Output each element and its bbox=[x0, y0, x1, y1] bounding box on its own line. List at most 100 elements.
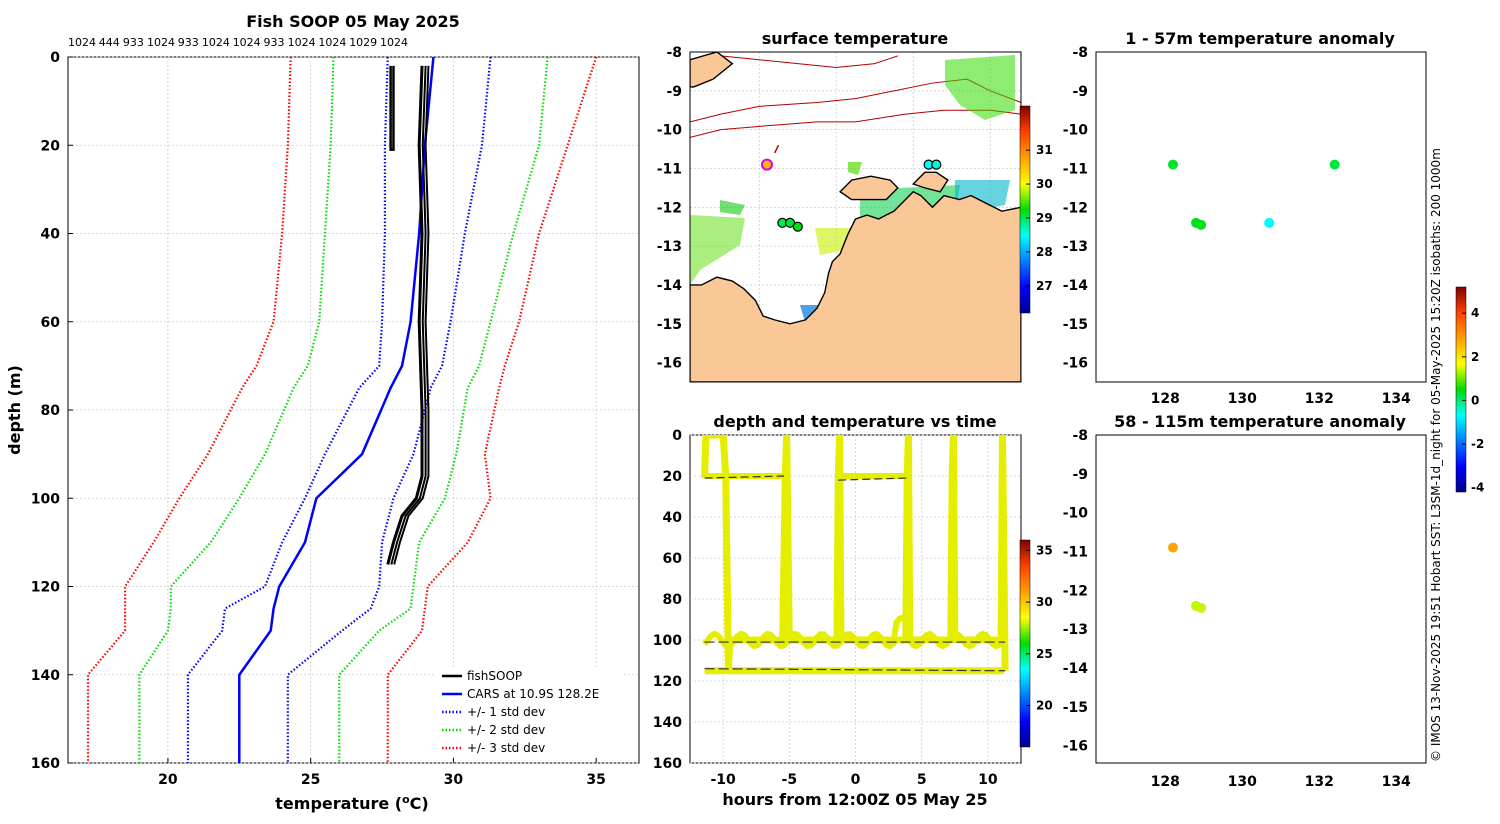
depth-track-band bbox=[702, 614, 1005, 650]
profile-top-labels: 1024 444 933 1024 933 1024 1024 933 1024 1024 1029… bbox=[68, 36, 408, 49]
y-tick-label: 100 bbox=[653, 633, 682, 649]
x-tick-label: -10 bbox=[710, 772, 736, 788]
time-yticks: 0 20 40 60 80 100 120 140 160 bbox=[653, 428, 682, 772]
map-y-tick-label: -12 bbox=[1063, 583, 1088, 599]
y-tick-label: 160 bbox=[653, 756, 682, 772]
colorbar-tick-label: -2 bbox=[1471, 437, 1484, 451]
profile-ylabel: depth (m) bbox=[5, 365, 24, 455]
map-y-tick-label: -11 bbox=[657, 161, 682, 177]
sst-land bbox=[690, 52, 1021, 382]
legend-label: +/- 1 std dev bbox=[467, 705, 545, 719]
map-y-tick-label: -13 bbox=[657, 239, 682, 255]
colorbar-tick-label: 29 bbox=[1036, 211, 1053, 225]
profile-legend: fishSOOP CARS at 10.9S 128.2E +/- 1 std de… bbox=[436, 667, 622, 756]
map-y-tick-label: -16 bbox=[657, 356, 682, 372]
map-y-tick-label: -10 bbox=[1063, 123, 1089, 139]
y-tick-label: 140 bbox=[31, 668, 60, 684]
anomaly1-points bbox=[1167, 159, 1340, 230]
anomaly-colorbar bbox=[1455, 286, 1467, 493]
anomaly2-xticks: 128 130 132 134 bbox=[1151, 774, 1411, 790]
map-x-tick-label: 130 bbox=[1228, 391, 1257, 407]
colorbar-tick-label: 2 bbox=[1471, 350, 1479, 364]
credit-text: © IMOS 13-Nov-2025 19:51 Hobart SST: L3S… bbox=[1429, 148, 1443, 762]
top-label: 444 bbox=[99, 36, 120, 49]
x-tick-label: 10 bbox=[978, 772, 998, 788]
series-fishsoop-cast bbox=[390, 65, 427, 565]
map-y-tick-label: -13 bbox=[1063, 622, 1088, 638]
map-x-tick-label: 128 bbox=[1151, 774, 1180, 790]
sst-point bbox=[792, 221, 803, 232]
map-y-tick-label: -12 bbox=[657, 200, 682, 216]
colorbar-tick-label: 27 bbox=[1036, 279, 1053, 293]
colorbar-tick-label: 25 bbox=[1036, 647, 1053, 661]
time-title: depth and temperature vs time bbox=[713, 412, 996, 431]
x-tick-label: 20 bbox=[158, 772, 178, 788]
sst-point bbox=[760, 158, 773, 171]
colorbar-tick-label: 35 bbox=[1036, 543, 1053, 557]
colorbar-tick-label: 30 bbox=[1036, 177, 1053, 191]
top-label: 1024 bbox=[318, 36, 346, 49]
legend-label: fishSOOP bbox=[467, 669, 522, 683]
x-tick-label: 35 bbox=[586, 772, 605, 788]
reference-line bbox=[704, 668, 1006, 672]
map-y-tick-label: -11 bbox=[1063, 161, 1088, 177]
sst-title: surface temperature bbox=[762, 29, 949, 48]
sst-colorbar bbox=[1019, 105, 1031, 314]
map-x-tick-label: 132 bbox=[1305, 391, 1334, 407]
y-tick-label: 0 bbox=[672, 428, 682, 444]
sst-map-content bbox=[690, 52, 1021, 382]
anomaly1-frame bbox=[1095, 51, 1427, 383]
reference-line bbox=[704, 475, 785, 479]
map-y-tick-label: -12 bbox=[1063, 200, 1088, 216]
profile-yticks: 0 20 40 60 80 100 120 140 160 bbox=[31, 50, 60, 772]
time-xlabel: hours from 12:00Z 05 May 25 bbox=[722, 790, 987, 809]
sst-map-panel: surface temperature -8-9-10-11-12-13-14-… bbox=[657, 29, 1053, 383]
anomaly1-xticks: 128 130 132 134 bbox=[1151, 391, 1411, 407]
y-tick-label: 40 bbox=[663, 510, 683, 526]
series-fishsoop bbox=[386, 65, 424, 565]
series--3-std-dev-low- bbox=[86, 57, 292, 763]
map-y-tick-label: -10 bbox=[657, 123, 683, 139]
y-tick-label: 120 bbox=[653, 674, 682, 690]
series-fishsoop-cast bbox=[393, 65, 430, 565]
profile-grid bbox=[68, 56, 639, 764]
colorbar-tick-label: 30 bbox=[1036, 595, 1053, 609]
y-tick-label: 100 bbox=[31, 491, 60, 507]
y-tick-label: 80 bbox=[663, 592, 683, 608]
map-y-tick-label: -14 bbox=[657, 278, 683, 294]
top-label: 1024 bbox=[68, 36, 96, 49]
anomaly2-frame bbox=[1095, 434, 1427, 764]
anomaly-point bbox=[1196, 219, 1207, 230]
map-y-tick-label: -8 bbox=[1072, 428, 1088, 444]
x-tick-label: 30 bbox=[444, 772, 464, 788]
x-tick-label: 0 bbox=[851, 772, 861, 788]
top-label: 1029 bbox=[349, 36, 377, 49]
y-tick-label: 40 bbox=[41, 227, 61, 243]
map-y-tick-label: -14 bbox=[1063, 661, 1089, 677]
series--3-std-dev-high- bbox=[386, 57, 598, 763]
y-tick-label: 140 bbox=[653, 715, 682, 731]
sst-colorbar-ticks: 27 28 29 30 31 bbox=[1026, 143, 1053, 293]
series-fishsoop-cast bbox=[389, 65, 395, 151]
colorbar-tick-label: 28 bbox=[1036, 245, 1053, 259]
series--1-std-dev-low- bbox=[186, 57, 389, 763]
anomaly1-title: 1 - 57m temperature anomaly bbox=[1125, 29, 1395, 48]
map-y-tick-label: -9 bbox=[1072, 84, 1088, 100]
isobath-fragment bbox=[774, 144, 780, 154]
sst-points bbox=[760, 158, 942, 232]
legend-label: +/- 3 std dev bbox=[467, 741, 545, 755]
time-colorbar-ticks: 20 25 30 35 bbox=[1026, 543, 1053, 713]
series-cars-at-10-9s-128-2e bbox=[238, 57, 435, 763]
map-x-tick-label: 130 bbox=[1228, 774, 1257, 790]
top-label: 933 bbox=[123, 36, 144, 49]
anomaly1-axes bbox=[1096, 52, 1426, 382]
map-y-tick-label: -16 bbox=[1063, 739, 1088, 755]
profile-lines bbox=[86, 57, 598, 763]
y-tick-label: 0 bbox=[50, 50, 60, 66]
colorbar-tick-label: 4 bbox=[1471, 306, 1479, 320]
time-panel: depth and temperature vs time -10 -5 0 5 10 … bbox=[653, 412, 1053, 809]
profile-title: Fish SOOP 05 May 2025 bbox=[246, 12, 460, 31]
time-colorbar bbox=[1019, 539, 1031, 748]
map-x-tick-label: 132 bbox=[1305, 774, 1334, 790]
